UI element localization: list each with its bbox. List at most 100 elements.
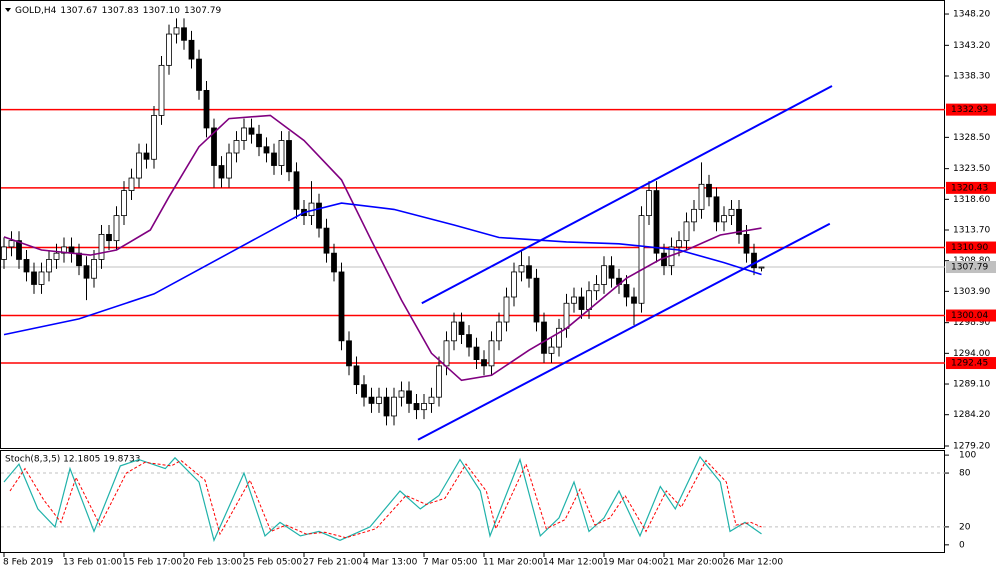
- chart-header: GOLD,H4 1307.67 1307.83 1307.10 1307.79: [15, 6, 222, 16]
- candle-body: [653, 190, 660, 254]
- x-tick-label: 19 Mar 04:00: [603, 558, 663, 568]
- x-tick-label: 20 Feb 13:00: [183, 558, 242, 568]
- menu-triangle[interactable]: [5, 8, 11, 12]
- trendline: [417, 222, 831, 441]
- candle-body: [638, 215, 645, 304]
- candle-body: [481, 359, 487, 367]
- candle-body: [751, 252, 757, 269]
- level-label-bg: [946, 357, 996, 370]
- candle-body: [1, 246, 7, 260]
- y-tick-label: 1338.30: [953, 72, 990, 82]
- indicator-panel: [0, 450, 945, 553]
- quote-close: 1307.79: [184, 6, 221, 16]
- candle-body: [548, 346, 555, 354]
- candle-body: [211, 127, 217, 166]
- stochastic-line: [9, 459, 762, 539]
- candle-body: [488, 340, 495, 367]
- candle-body: [511, 271, 517, 298]
- candle-body: [728, 208, 735, 217]
- candle-body: [691, 208, 697, 223]
- y-tick-label: 1294.00: [953, 349, 990, 359]
- candle-body: [706, 183, 712, 198]
- candle-body: [316, 202, 322, 229]
- candle-body: [758, 266, 765, 269]
- candle-body: [473, 346, 480, 361]
- indicator-y-tick-label: 100: [959, 451, 976, 461]
- candle-body: [308, 202, 315, 217]
- candle-body: [601, 265, 607, 285]
- candle-body: [443, 340, 450, 367]
- level-label: 1320.43: [951, 183, 988, 193]
- candle-body: [158, 64, 165, 116]
- level-label: 1310.90: [951, 243, 988, 253]
- level-label-bg: [946, 309, 996, 322]
- candle-body: [31, 271, 37, 285]
- y-tick-label: 1298.90: [953, 318, 990, 328]
- candle-body: [451, 321, 457, 342]
- candle-body: [98, 233, 105, 260]
- candle-body: [53, 252, 60, 260]
- chart-title: GOLD,H4: [15, 6, 57, 16]
- candle-body: [181, 27, 187, 41]
- quote-open: 1307.67: [60, 6, 97, 16]
- candle-body: [563, 302, 570, 329]
- indicator-y-tick-label: 80: [959, 469, 971, 479]
- candle-body: [23, 259, 30, 273]
- candle-body: [38, 271, 45, 285]
- x-tick-label: 7 Mar 05:00: [423, 558, 478, 568]
- current-price-label: 1307.79: [951, 263, 988, 273]
- moving-average: [3, 114, 762, 382]
- candle-body: [331, 252, 337, 273]
- y-tick-label: 1328.50: [953, 133, 990, 143]
- candle-body: [526, 265, 532, 279]
- candle-body: [226, 152, 232, 179]
- moving-average: [3, 202, 762, 336]
- candle-body: [61, 246, 67, 254]
- candle-body: [683, 221, 690, 242]
- x-tick-label: 13 Feb 01:00: [63, 558, 122, 568]
- candle-body: [188, 39, 195, 60]
- candle-body: [173, 27, 180, 35]
- candle-body: [383, 396, 390, 417]
- candle-body: [736, 208, 742, 235]
- candle-body: [631, 296, 637, 304]
- y-tick-label: 1313.70: [953, 226, 990, 236]
- indicator-title: Stoch(8,3,5) 12.1805 19.8733: [5, 455, 140, 465]
- level-label-bg: [946, 103, 996, 116]
- x-tick-label: 8 Feb 2019: [3, 558, 54, 568]
- candle-body: [121, 190, 127, 217]
- candle-body: [91, 259, 97, 279]
- level-label-bg: [946, 241, 996, 254]
- candle-body: [83, 265, 90, 279]
- candle-body: [271, 152, 277, 166]
- candle-body: [593, 284, 600, 292]
- candle-body: [338, 271, 345, 342]
- candle-body: [428, 396, 435, 404]
- candle-body: [458, 321, 465, 335]
- x-tick-label: 4 Mar 13:00: [363, 558, 418, 568]
- candle-body: [8, 240, 15, 248]
- candle-body: [398, 390, 405, 398]
- candle-body: [128, 177, 135, 191]
- candle-body: [76, 252, 82, 267]
- candle-body: [503, 296, 510, 323]
- candle-body: [203, 90, 210, 129]
- candle-body: [578, 296, 585, 310]
- level-label: 1332.93: [951, 105, 988, 115]
- candle-body: [151, 115, 157, 160]
- candle-body: [361, 384, 367, 398]
- y-tick-label: 1323.50: [953, 164, 990, 174]
- y-tick-label: 1279.20: [953, 441, 990, 451]
- candle-body: [143, 152, 150, 160]
- x-tick-label: 15 Feb 17:00: [123, 558, 182, 568]
- candle-body: [136, 152, 142, 179]
- y-tick-label: 1303.90: [953, 287, 990, 297]
- trendline: [421, 85, 833, 305]
- candle-body: [293, 171, 300, 210]
- candle-body: [391, 396, 397, 417]
- candle-body: [278, 140, 285, 166]
- candle-body: [608, 265, 615, 279]
- candle-body: [196, 58, 202, 91]
- candle-body: [623, 284, 630, 298]
- candle-body: [106, 233, 112, 242]
